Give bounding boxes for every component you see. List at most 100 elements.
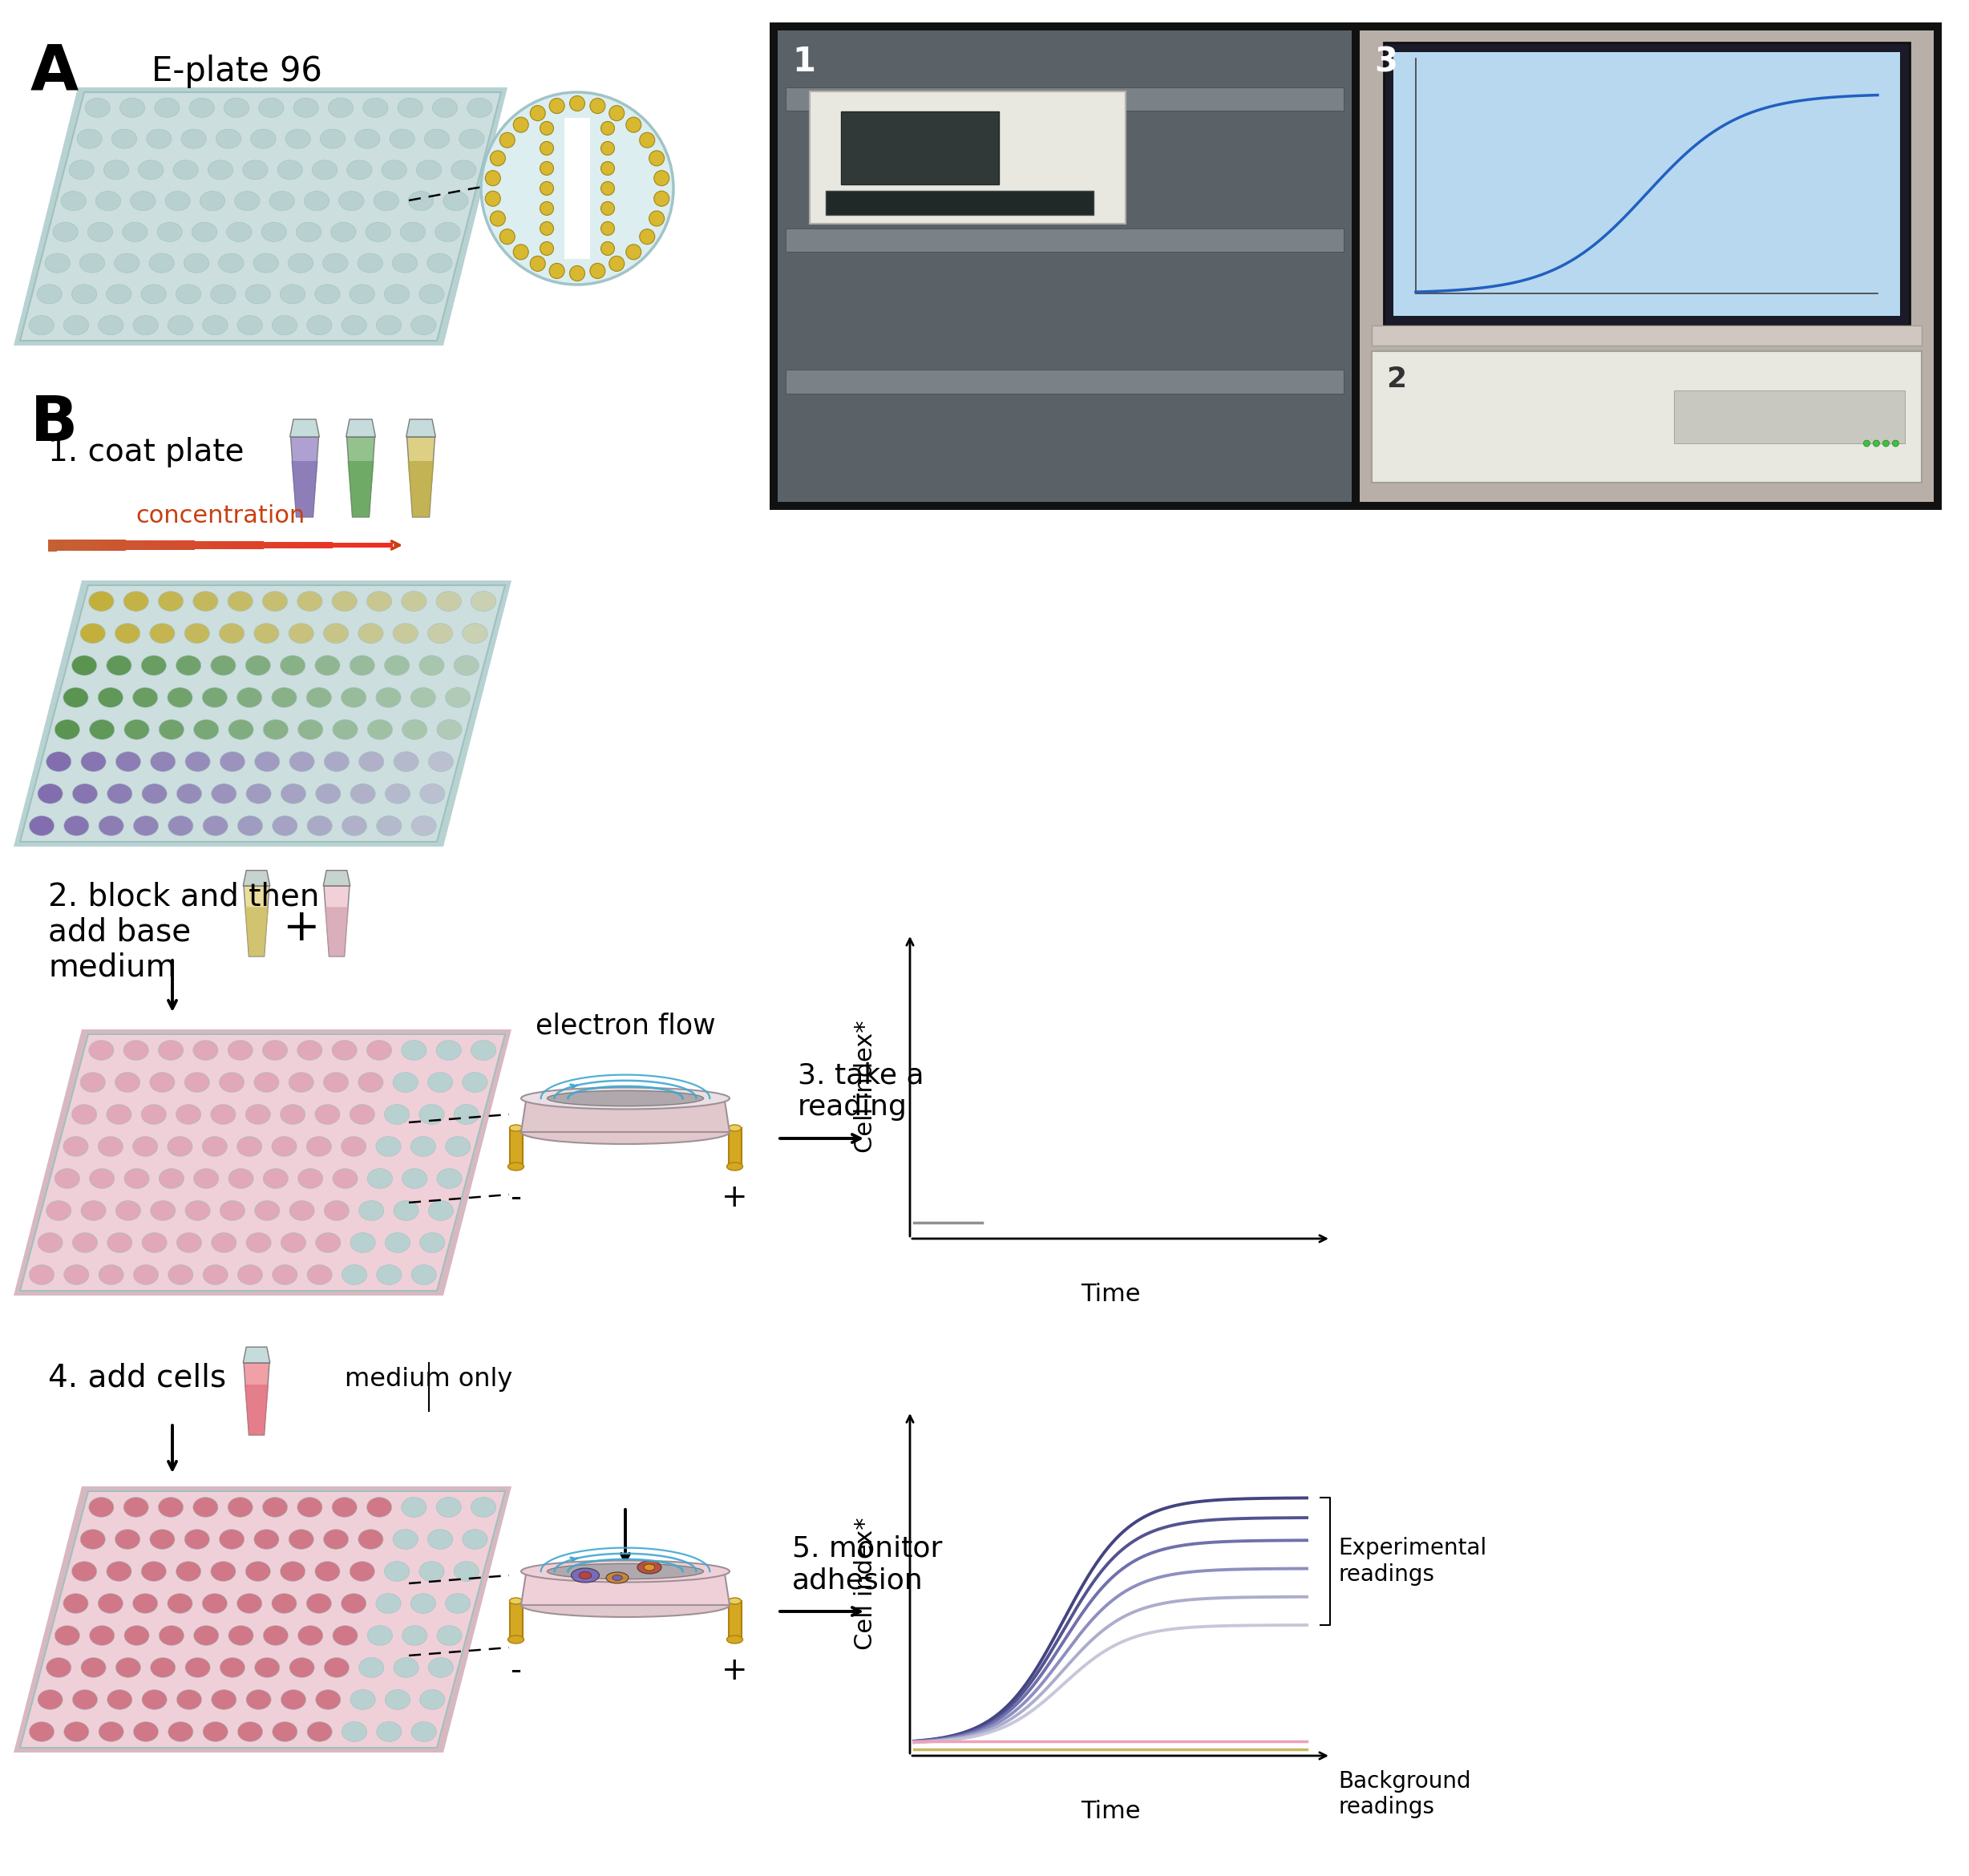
Ellipse shape	[120, 98, 146, 118]
Ellipse shape	[112, 129, 136, 148]
Ellipse shape	[315, 285, 341, 304]
Ellipse shape	[175, 655, 201, 675]
Ellipse shape	[221, 1201, 244, 1221]
Bar	[108, 540, 116, 550]
Ellipse shape	[427, 253, 453, 272]
Ellipse shape	[254, 1073, 280, 1092]
Ellipse shape	[522, 1088, 730, 1109]
Polygon shape	[522, 1572, 730, 1606]
Bar	[510, 1127, 522, 1167]
Ellipse shape	[63, 1722, 89, 1741]
Bar	[1372, 325, 1922, 345]
Ellipse shape	[30, 1722, 55, 1741]
Ellipse shape	[343, 1722, 366, 1741]
Ellipse shape	[142, 1233, 167, 1253]
Ellipse shape	[508, 1163, 524, 1171]
Text: 5. monitor
adhesion: 5. monitor adhesion	[792, 1535, 943, 1595]
Ellipse shape	[193, 591, 219, 612]
Ellipse shape	[455, 655, 478, 675]
Ellipse shape	[307, 315, 333, 334]
Ellipse shape	[142, 1561, 165, 1581]
Ellipse shape	[81, 623, 104, 643]
Ellipse shape	[158, 1497, 183, 1518]
Bar	[238, 542, 246, 550]
Polygon shape	[406, 420, 435, 437]
Ellipse shape	[30, 315, 53, 334]
Ellipse shape	[63, 1264, 89, 1285]
Ellipse shape	[185, 752, 211, 771]
Ellipse shape	[55, 720, 79, 739]
Text: +: +	[282, 906, 319, 949]
Polygon shape	[408, 461, 435, 518]
Bar	[91, 540, 100, 552]
Ellipse shape	[295, 223, 321, 242]
Circle shape	[514, 116, 528, 133]
Circle shape	[569, 266, 585, 281]
Ellipse shape	[254, 1658, 280, 1677]
Ellipse shape	[297, 1169, 323, 1189]
Polygon shape	[347, 437, 374, 518]
Ellipse shape	[114, 623, 140, 643]
Ellipse shape	[729, 1598, 740, 1604]
Ellipse shape	[445, 1593, 471, 1613]
Ellipse shape	[341, 1137, 366, 1156]
Ellipse shape	[419, 1690, 445, 1709]
Text: E-plate 96: E-plate 96	[152, 54, 321, 88]
Bar	[126, 540, 134, 550]
Ellipse shape	[89, 720, 114, 739]
Text: 2: 2	[1386, 366, 1406, 392]
Ellipse shape	[282, 1690, 305, 1709]
Ellipse shape	[471, 1497, 496, 1518]
Circle shape	[500, 133, 516, 148]
Circle shape	[640, 133, 656, 148]
Bar	[177, 540, 185, 550]
Ellipse shape	[228, 1041, 252, 1060]
Ellipse shape	[289, 1529, 313, 1550]
Ellipse shape	[400, 223, 425, 242]
Ellipse shape	[71, 285, 96, 304]
Ellipse shape	[394, 1201, 419, 1221]
Polygon shape	[347, 420, 376, 437]
Ellipse shape	[612, 1576, 622, 1581]
Ellipse shape	[402, 1041, 427, 1060]
Circle shape	[540, 221, 553, 234]
Ellipse shape	[124, 591, 148, 612]
Bar	[323, 542, 333, 548]
Circle shape	[530, 105, 545, 120]
Ellipse shape	[150, 1529, 175, 1550]
Circle shape	[1892, 441, 1898, 446]
Polygon shape	[14, 88, 508, 345]
Ellipse shape	[30, 1264, 55, 1285]
Ellipse shape	[384, 655, 410, 675]
Ellipse shape	[463, 1529, 488, 1550]
Polygon shape	[242, 870, 270, 885]
Ellipse shape	[96, 191, 120, 210]
Ellipse shape	[55, 1169, 79, 1189]
Ellipse shape	[201, 191, 224, 210]
Ellipse shape	[203, 687, 226, 707]
Bar	[384, 542, 394, 548]
Ellipse shape	[333, 1497, 356, 1518]
Ellipse shape	[412, 816, 437, 835]
Ellipse shape	[278, 159, 303, 180]
Ellipse shape	[228, 1169, 254, 1189]
Ellipse shape	[333, 1625, 358, 1645]
Bar	[1372, 351, 1922, 482]
Ellipse shape	[254, 253, 278, 272]
Ellipse shape	[175, 1105, 201, 1124]
Bar	[510, 1600, 522, 1640]
Text: Background
readings: Background readings	[1339, 1771, 1471, 1818]
Ellipse shape	[242, 159, 268, 180]
Ellipse shape	[167, 687, 193, 707]
Ellipse shape	[142, 655, 165, 675]
Polygon shape	[408, 437, 435, 518]
Ellipse shape	[362, 98, 388, 118]
Bar	[264, 542, 272, 548]
Ellipse shape	[159, 1169, 183, 1189]
Circle shape	[1873, 441, 1880, 446]
Ellipse shape	[394, 1073, 417, 1092]
Circle shape	[540, 122, 553, 135]
Ellipse shape	[45, 752, 71, 771]
Polygon shape	[291, 437, 319, 518]
Ellipse shape	[138, 159, 163, 180]
